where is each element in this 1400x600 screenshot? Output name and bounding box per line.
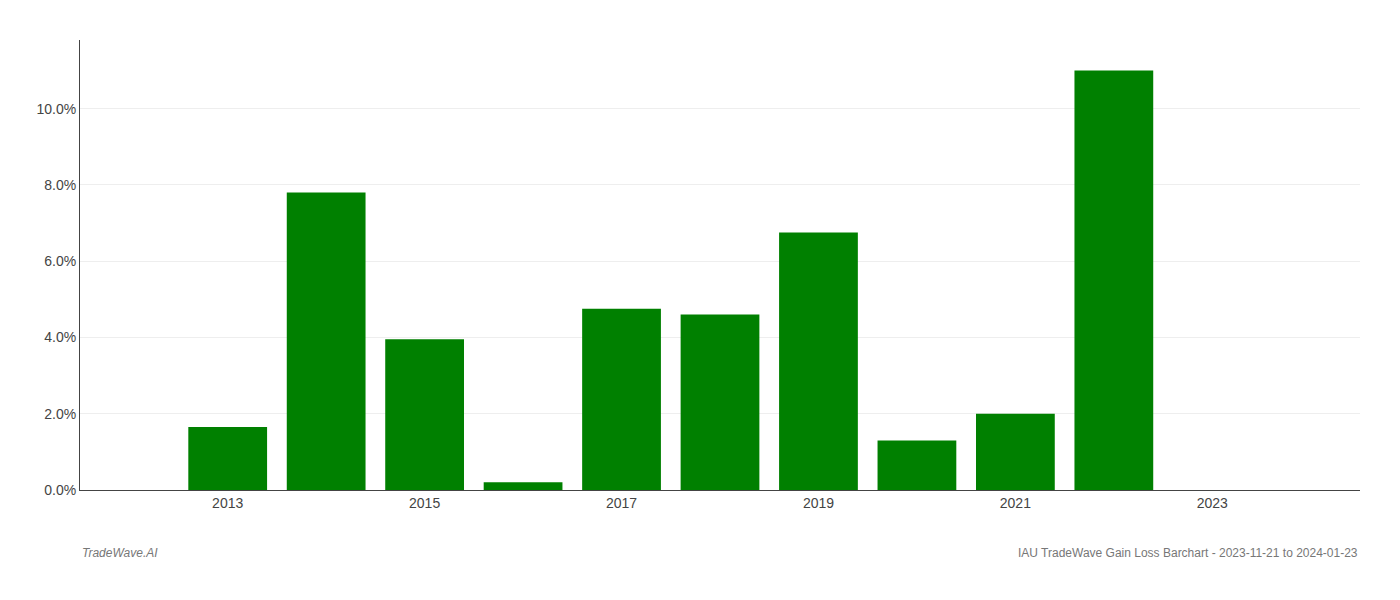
svg-text:IAU TradeWave Gain Loss Barcha: IAU TradeWave Gain Loss Barchart - 2023-… <box>1018 546 1358 560</box>
svg-text:2019: 2019 <box>803 495 834 511</box>
svg-text:2021: 2021 <box>1000 495 1031 511</box>
svg-text:8.0%: 8.0% <box>44 177 76 193</box>
svg-text:TradeWave.AI: TradeWave.AI <box>82 546 158 560</box>
svg-text:2013: 2013 <box>212 495 243 511</box>
svg-text:2.0%: 2.0% <box>44 406 76 422</box>
svg-text:10.0%: 10.0% <box>36 101 76 117</box>
svg-text:2023: 2023 <box>1197 495 1228 511</box>
svg-text:2015: 2015 <box>409 495 440 511</box>
svg-text:0.0%: 0.0% <box>44 482 76 498</box>
svg-text:4.0%: 4.0% <box>44 329 76 345</box>
svg-text:6.0%: 6.0% <box>44 253 76 269</box>
svg-text:2017: 2017 <box>606 495 637 511</box>
